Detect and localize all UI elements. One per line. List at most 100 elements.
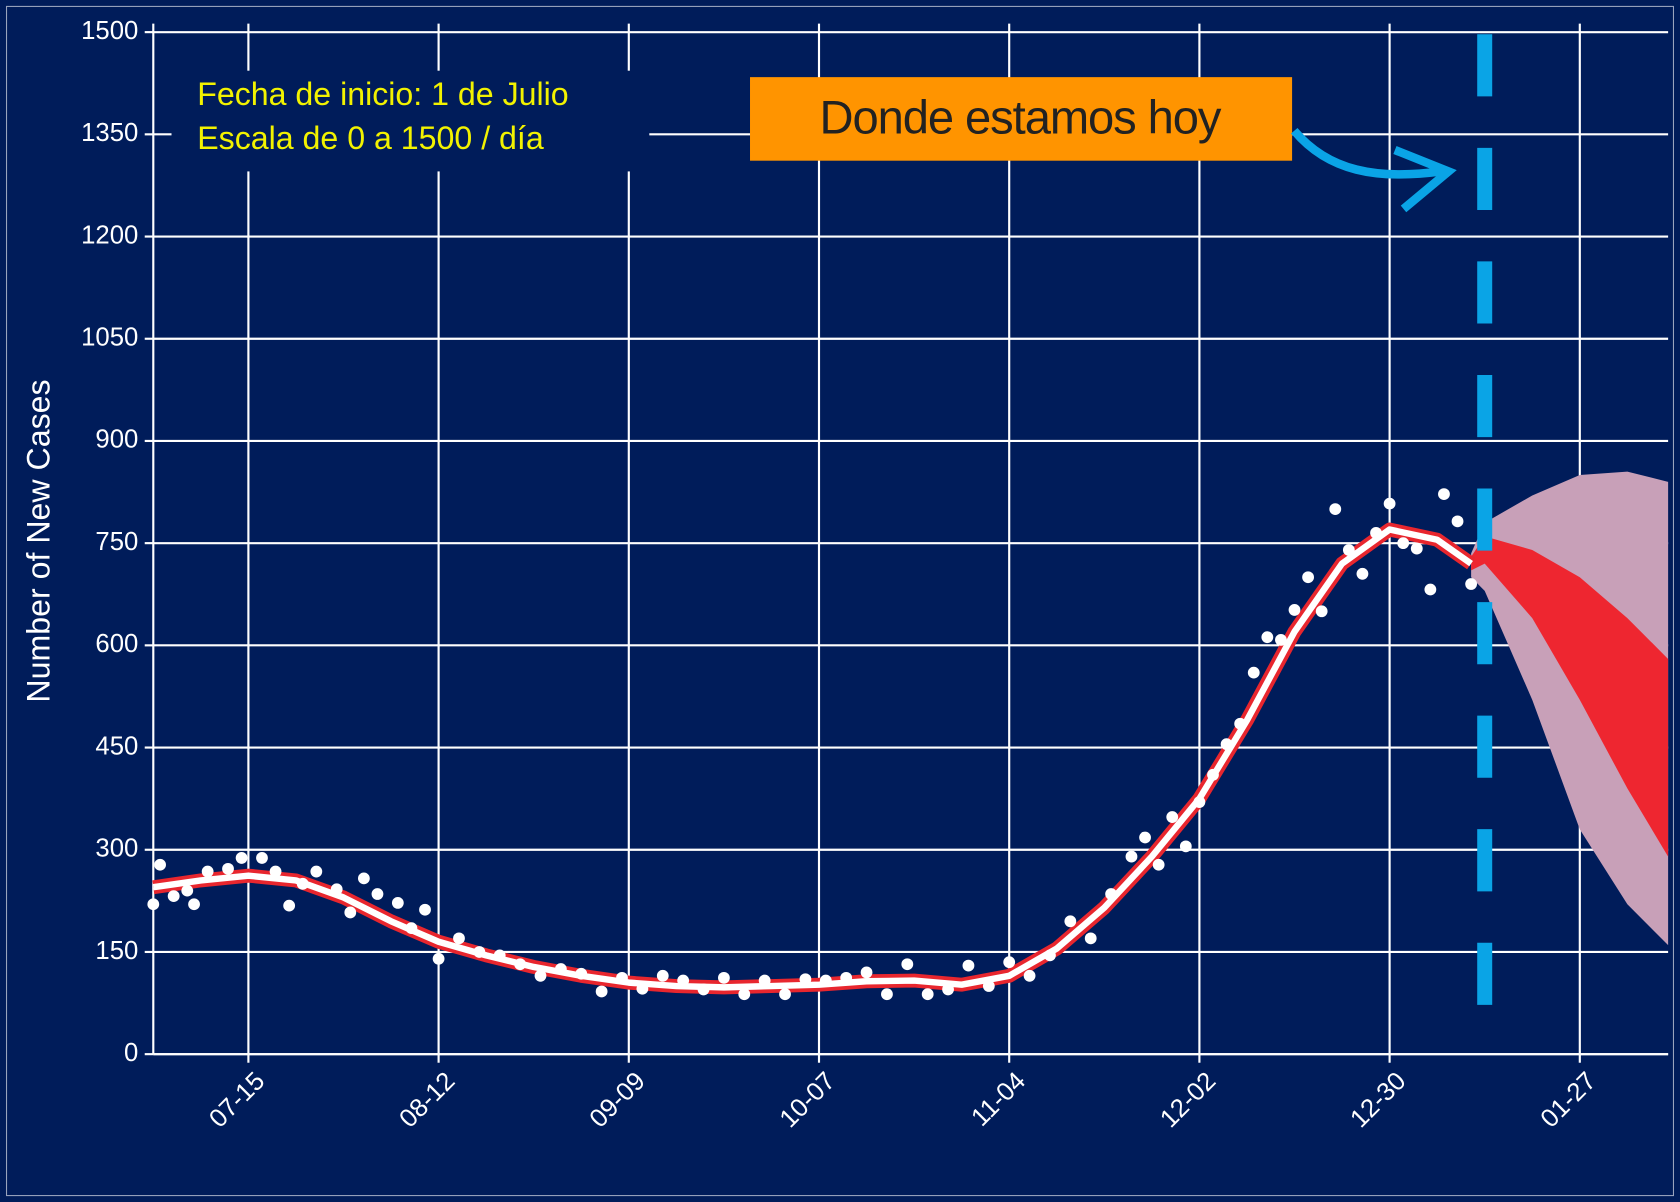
y-tick-label: 900 xyxy=(95,426,138,454)
data-point xyxy=(391,897,404,909)
data-point xyxy=(419,903,431,916)
data-point xyxy=(1023,969,1036,982)
annotation: Escala de 0 a 1500 / día xyxy=(197,120,544,156)
data-point xyxy=(1451,515,1464,528)
data-point xyxy=(1397,537,1410,550)
data-point xyxy=(405,922,418,935)
data-point xyxy=(779,988,791,1001)
data-point xyxy=(1302,571,1314,584)
arrow xyxy=(1290,127,1442,179)
data-point xyxy=(1438,488,1450,500)
y-axis-label: Number of New Cases xyxy=(20,379,56,702)
data-point xyxy=(1370,527,1382,539)
data-point xyxy=(554,963,567,975)
data-point xyxy=(147,898,160,911)
data-point xyxy=(921,988,934,1001)
data-point xyxy=(942,983,954,996)
y-tick-label: 1050 xyxy=(81,324,138,352)
data-point xyxy=(901,958,914,971)
data-point xyxy=(269,865,282,878)
data-point xyxy=(310,865,323,878)
data-point xyxy=(1356,567,1369,580)
data-point xyxy=(1152,858,1165,871)
data-point xyxy=(799,973,812,986)
data-point xyxy=(283,899,296,912)
y-tick-label: 300 xyxy=(95,835,138,863)
data-point xyxy=(493,949,506,962)
data-point xyxy=(881,988,893,1001)
frame xyxy=(5,5,1675,1197)
data-point xyxy=(1139,831,1151,844)
data-point xyxy=(697,983,710,996)
callout-box xyxy=(750,77,1293,161)
y-tick-label: 1350 xyxy=(81,119,138,147)
data-point xyxy=(167,890,180,902)
data-point xyxy=(819,974,832,987)
data-point xyxy=(677,974,690,987)
annotation-box xyxy=(171,70,650,172)
y-tick-label: 600 xyxy=(95,630,138,658)
data-point xyxy=(656,969,669,982)
data-point xyxy=(432,952,445,965)
y-tick-label: 1500 xyxy=(81,17,138,45)
data-point xyxy=(982,980,995,992)
data-point xyxy=(154,858,166,871)
data-point xyxy=(357,872,370,885)
data-point xyxy=(1044,949,1056,962)
y-tick-label: 0 xyxy=(124,1039,138,1067)
data-point xyxy=(1193,796,1206,808)
data-point xyxy=(1288,604,1301,616)
data-point xyxy=(1179,840,1192,853)
data-point xyxy=(860,966,873,979)
arrow-head xyxy=(1393,146,1457,213)
data-point xyxy=(1424,583,1437,596)
data-point xyxy=(616,971,628,984)
data-point xyxy=(181,884,194,897)
y-tick-label: 450 xyxy=(95,732,138,760)
data-point xyxy=(235,852,248,864)
data-point xyxy=(1261,631,1274,644)
data-point xyxy=(371,888,384,900)
data-point xyxy=(1234,717,1247,730)
data-point xyxy=(718,971,730,984)
data-point xyxy=(1329,503,1342,515)
fit-line xyxy=(152,526,1473,991)
data-point xyxy=(1166,811,1179,823)
data-point xyxy=(1247,666,1260,679)
data-point xyxy=(840,971,853,984)
data-point xyxy=(1465,578,1478,590)
data-point xyxy=(1105,888,1117,900)
data-point xyxy=(1220,738,1233,751)
data-point xyxy=(473,946,486,958)
data-point xyxy=(1003,956,1016,969)
data-point xyxy=(962,959,975,972)
data-point xyxy=(188,898,200,911)
data-point xyxy=(514,958,527,971)
data-point xyxy=(758,974,771,987)
forecast-band xyxy=(1471,536,1669,857)
data-point xyxy=(1410,542,1423,555)
data-point xyxy=(1383,497,1396,510)
data-point xyxy=(296,877,309,890)
data-point xyxy=(1275,634,1287,646)
data-point xyxy=(222,862,234,875)
data-point xyxy=(1125,850,1138,863)
data-point xyxy=(636,982,649,995)
data-point xyxy=(575,967,588,980)
data-point xyxy=(330,883,343,896)
data-point xyxy=(453,932,465,945)
data-point xyxy=(1064,915,1077,928)
data-point xyxy=(256,852,268,864)
data-point xyxy=(738,988,751,1001)
data-point xyxy=(1342,544,1355,556)
data-point xyxy=(1315,605,1328,618)
callout-text: Donde estamos hoy xyxy=(820,91,1222,144)
y-tick-label: 1200 xyxy=(81,221,138,249)
data-point xyxy=(344,906,357,919)
data-point xyxy=(534,969,547,982)
y-tick-label: 150 xyxy=(95,937,138,965)
data-point xyxy=(595,985,608,998)
data-point xyxy=(201,865,214,878)
